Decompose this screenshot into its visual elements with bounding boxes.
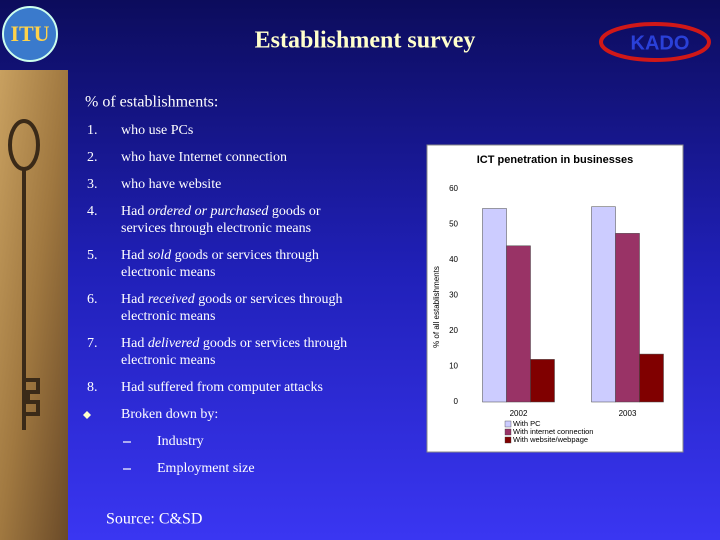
item-text: who have website: [121, 177, 221, 192]
item-text: Had suffered from computer attacks: [121, 380, 323, 395]
key-drawing: [8, 119, 40, 430]
legend-swatch: [504, 436, 512, 444]
y-tick-label: 50: [449, 220, 458, 229]
item-line: who have website: [121, 177, 221, 192]
item-text: sold: [148, 248, 172, 263]
chart: ICT penetration in businesses % of all e…: [426, 144, 684, 453]
item-line: electronic means: [121, 309, 215, 324]
item-text: delivered: [148, 336, 201, 351]
item-line: Had delivered goods or services through: [121, 336, 347, 351]
item-text: Had: [121, 204, 148, 219]
item-line: Employment size: [157, 461, 255, 476]
item-text: received: [148, 292, 196, 307]
item-line: Broken down by:: [121, 407, 218, 422]
item-text: electronic means: [121, 353, 215, 368]
item-text: Industry: [157, 434, 204, 449]
y-axis-label: % of all establishments: [432, 266, 441, 348]
item-number: 7.: [87, 336, 98, 351]
itu-logo-text: ITU: [10, 21, 49, 46]
item-line: Had sold goods or services through: [121, 248, 319, 263]
source: Source: C&SD: [106, 511, 202, 528]
kado-logo: [599, 22, 711, 62]
item-text: goods or: [268, 204, 320, 219]
item-number: 5.: [87, 248, 98, 263]
item-text: Had: [121, 292, 148, 307]
x-tick-label: 2002: [510, 409, 528, 418]
item-line: Had ordered or purchased goods or: [121, 204, 321, 219]
item-text: Broken down by:: [121, 407, 218, 422]
item-number: 8.: [87, 380, 98, 395]
y-tick-label: 30: [449, 291, 458, 300]
itu-logo: [2, 6, 58, 62]
item-line: Had received goods or services through: [121, 292, 342, 307]
item-text: who use PCs: [121, 123, 193, 138]
item-number: 6.: [87, 292, 98, 307]
x-tick-label: 2003: [619, 409, 637, 418]
item-text: who have Internet connection: [121, 150, 287, 165]
bullet: [83, 411, 91, 419]
item-line: electronic means: [121, 265, 215, 280]
item-text: Employment size: [157, 461, 255, 476]
item-line: services through electronic means: [121, 221, 311, 236]
bar: [615, 233, 640, 403]
item-line: who have Internet connection: [121, 150, 287, 165]
bar: [506, 245, 531, 403]
item-text: electronic means: [121, 309, 215, 324]
bar: [482, 208, 507, 403]
y-tick-label: 10: [449, 362, 458, 371]
legend-label: With PC: [513, 419, 541, 428]
bar: [639, 353, 664, 403]
chart-background: [426, 144, 684, 453]
legend-swatch: [504, 420, 512, 428]
item-line: Industry: [157, 434, 204, 449]
item-line: Had suffered from computer attacks: [121, 380, 323, 395]
item-number: 4.: [87, 204, 98, 219]
y-tick-label: 60: [449, 184, 458, 193]
slide-title: Establishment survey: [255, 28, 476, 54]
y-tick-label: 0: [454, 397, 459, 406]
item-text: ordered or purchased: [148, 204, 270, 219]
legend-label: With website/webpage: [513, 435, 588, 444]
bar: [591, 206, 616, 403]
y-tick-label: 20: [449, 326, 458, 335]
heading: % of establishments:: [85, 94, 218, 111]
item-text: services through electronic means: [121, 221, 311, 236]
y-tick-label: 40: [449, 255, 458, 264]
item-text: goods or services through: [199, 336, 347, 351]
item-number: 1.: [87, 123, 98, 138]
chart-title: ICT penetration in businesses: [477, 154, 633, 166]
item-text: Had: [121, 336, 148, 351]
kado-logo-text: KADO: [631, 32, 690, 54]
legend-label: With internet connection: [513, 427, 593, 436]
item-line: electronic means: [121, 353, 215, 368]
legend-swatch: [504, 428, 512, 436]
item-text: goods or services through: [171, 248, 319, 263]
item-line: who use PCs: [121, 123, 193, 138]
item-text: goods or services through: [195, 292, 343, 307]
item-text: Had: [121, 248, 148, 263]
item-number: 2.: [87, 150, 98, 165]
item-number: 3.: [87, 177, 98, 192]
bar: [530, 359, 555, 403]
item-text: electronic means: [121, 265, 215, 280]
